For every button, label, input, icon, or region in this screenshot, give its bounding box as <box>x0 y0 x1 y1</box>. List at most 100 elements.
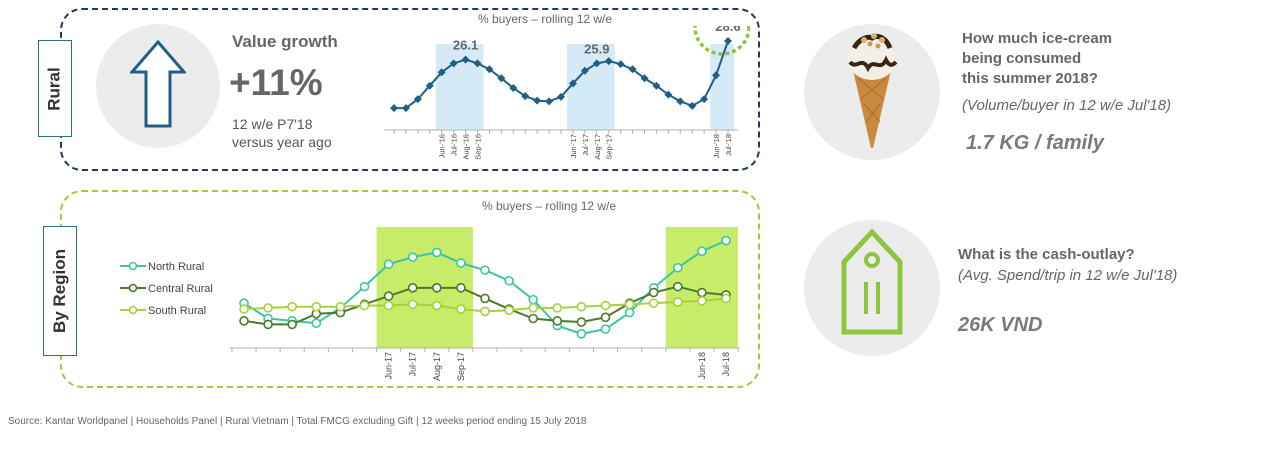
data-point <box>461 55 470 64</box>
data-point <box>528 303 539 313</box>
data-point <box>552 316 563 326</box>
data-point <box>592 59 601 68</box>
x-tick-label: Jul-'18 <box>724 134 733 156</box>
data-point <box>628 65 637 74</box>
data-point <box>431 300 442 311</box>
rural-tab-label: Rural <box>45 66 64 111</box>
data-point <box>480 293 490 304</box>
x-tick-label: Jun-18 <box>697 352 707 380</box>
legend-swatch-marker <box>128 283 138 293</box>
data-label: 28.6 <box>715 26 740 34</box>
data-point <box>407 299 418 310</box>
data-point <box>390 104 398 113</box>
ice-cream-question-line-3: this summer 2018? <box>962 70 1098 87</box>
cash-outlay-answer: 26K VND <box>958 314 1043 336</box>
value-growth-label: Value growth <box>232 32 338 51</box>
data-label: 25.9 <box>584 41 609 56</box>
data-point <box>480 306 490 317</box>
data-point <box>431 283 442 293</box>
x-tick-label: Aug-'17 <box>593 134 602 160</box>
data-point <box>413 95 422 104</box>
ice-cream-question-line-2: being consumed <box>962 50 1082 67</box>
value-growth-value: +11% <box>229 62 323 103</box>
data-point <box>311 318 322 329</box>
x-tick-label: Jun-'16 <box>438 134 447 158</box>
data-point <box>533 96 542 105</box>
data-point <box>576 301 587 312</box>
cash-outlay-question: What is the cash-outlay? <box>958 246 1135 263</box>
data-point <box>697 296 707 306</box>
data-point <box>383 300 394 311</box>
data-point <box>712 71 721 80</box>
data-point <box>485 65 494 74</box>
data-point <box>456 258 466 268</box>
x-tick-label: Jul-'16 <box>450 134 459 156</box>
region-chart-title: % buyers – rolling 12 w/e <box>482 199 617 213</box>
data-point <box>528 313 539 324</box>
data-point <box>672 297 683 307</box>
legend-label: South Rural <box>148 305 206 317</box>
data-point <box>545 97 554 106</box>
data-point <box>407 252 418 262</box>
data-point <box>624 307 635 318</box>
data-point <box>568 79 577 88</box>
data-point <box>480 265 490 275</box>
x-tick-label: Jul-17 <box>408 352 418 377</box>
data-point <box>359 281 370 292</box>
data-point <box>721 293 731 304</box>
data-point <box>580 66 589 75</box>
legend-swatch-marker <box>128 305 138 315</box>
data-point <box>672 281 683 292</box>
data-point <box>287 301 297 312</box>
x-tick-label: Jul-18 <box>721 352 731 377</box>
rural-chart-title: % buyers – rolling 12 w/e <box>478 12 613 26</box>
data-point <box>521 92 530 101</box>
data-point <box>263 319 273 330</box>
data-point <box>383 291 394 301</box>
x-tick-label: Sep-17 <box>456 352 466 381</box>
data-point <box>431 247 442 258</box>
data-point <box>383 259 394 270</box>
up-arrow-icon <box>130 40 186 128</box>
data-point <box>648 298 659 308</box>
data-point <box>616 60 625 69</box>
data-point <box>624 299 635 310</box>
data-point <box>504 275 514 286</box>
legend-label: North Rural <box>148 261 204 273</box>
x-tick-label: Jul-'17 <box>581 134 590 156</box>
data-point <box>724 36 732 45</box>
ice-cream-measure: (Volume/buyer in 12 w/e Jul'18) <box>962 97 1172 114</box>
data-point <box>672 262 683 273</box>
x-tick-label: Sep-'17 <box>605 134 614 160</box>
region-tab-label: By Region <box>50 248 69 334</box>
x-tick-label: Aug-'16 <box>462 134 471 160</box>
data-point <box>437 68 446 77</box>
x-tick-label: Aug-17 <box>432 352 442 381</box>
rural-tab: Rural <box>38 40 72 137</box>
data-point <box>552 303 563 313</box>
data-point <box>640 74 649 83</box>
legend-label: Central Rural <box>148 283 213 295</box>
legend-swatch-marker <box>128 261 138 271</box>
data-point <box>473 59 482 68</box>
data-point <box>263 303 273 313</box>
highlight-band-0 <box>435 44 484 130</box>
highlight-circle <box>693 26 750 56</box>
x-tick-label: Sep-'16 <box>474 134 483 160</box>
data-point <box>335 301 346 312</box>
data-point <box>697 287 707 298</box>
data-point <box>721 235 731 246</box>
data-point <box>359 300 370 311</box>
data-point <box>504 305 514 316</box>
region-line-chart: North Rural Central Rural South Rural Jun-1… <box>120 227 740 381</box>
data-point <box>557 92 565 101</box>
data-point <box>697 246 707 257</box>
ice-cream-answer: 1.7 KG / family <box>966 132 1104 154</box>
ice-cream-cone-icon <box>848 33 898 148</box>
data-point <box>311 301 322 312</box>
data-point <box>528 294 539 305</box>
data-point <box>652 81 661 90</box>
data-point <box>576 329 587 339</box>
price-tag-icon <box>841 228 903 335</box>
data-point <box>497 74 506 83</box>
